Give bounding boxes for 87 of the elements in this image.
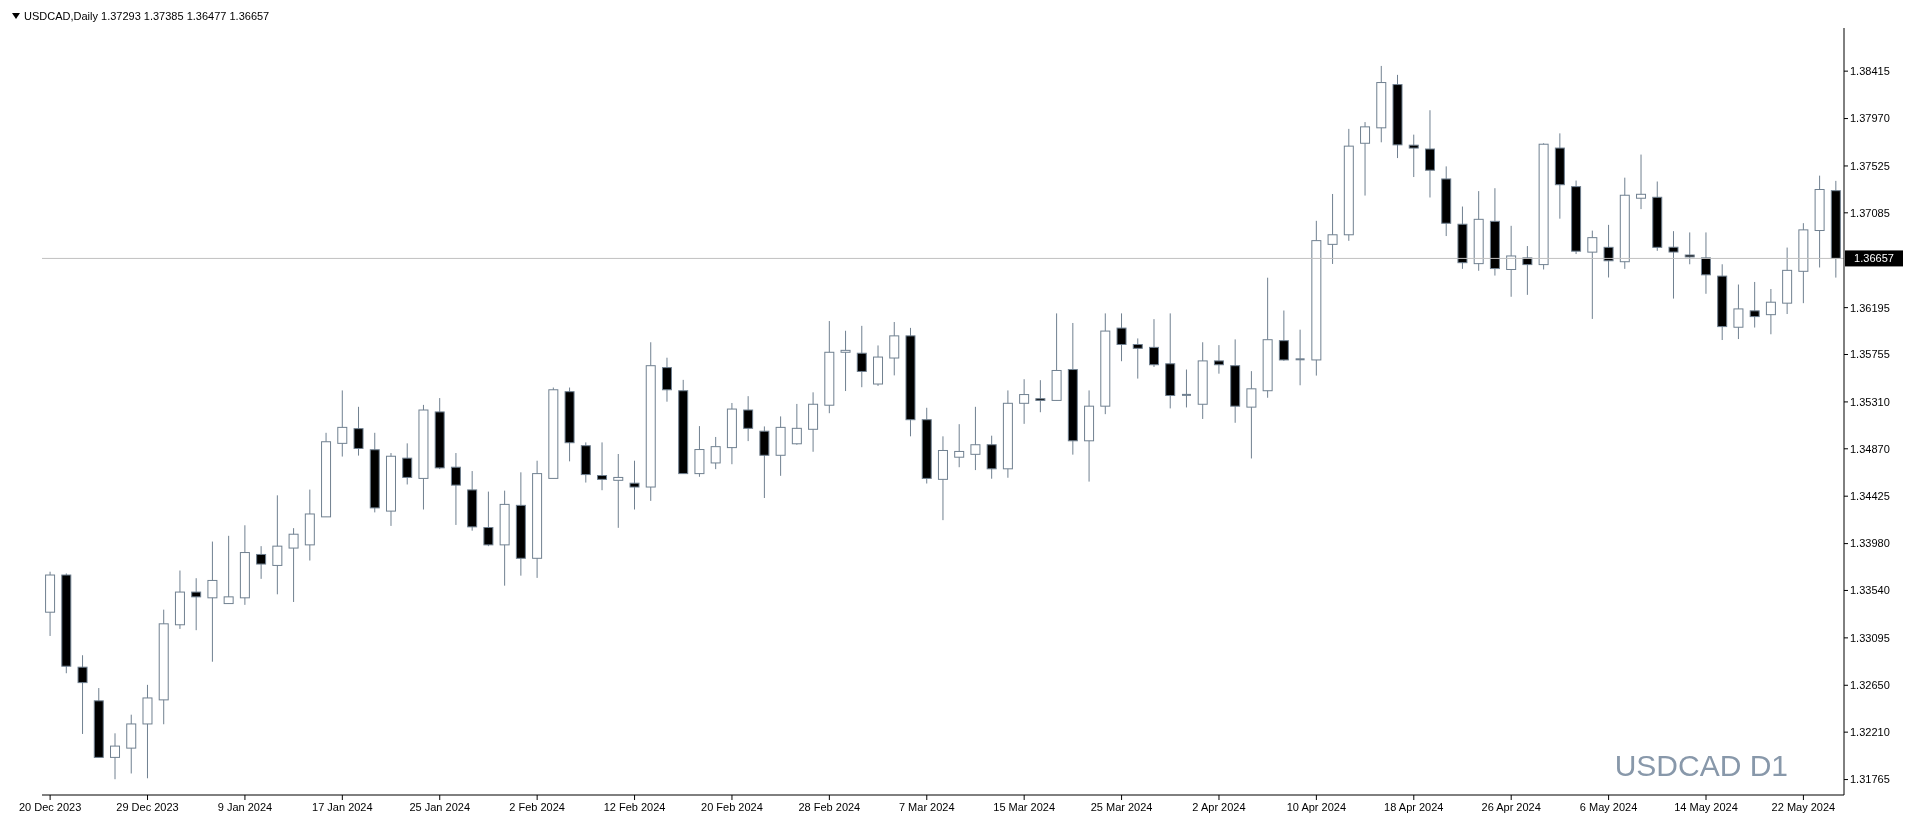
- candlestick: [256, 545, 267, 580]
- candlestick: [1327, 193, 1338, 265]
- candlestick: [1733, 284, 1744, 340]
- candlestick: [450, 452, 461, 526]
- candlestick: [629, 460, 640, 511]
- x-tick-label: 2 Apr 2024: [1192, 801, 1246, 813]
- candlestick: [1149, 318, 1159, 368]
- candlestick: [597, 441, 608, 491]
- y-tick-label: 1.32650: [1850, 679, 1890, 692]
- y-tick-label: 1.33540: [1850, 584, 1890, 597]
- candlestick: [1116, 312, 1127, 362]
- y-tick-label: 1.34425: [1850, 490, 1890, 503]
- candlestick: [337, 389, 348, 458]
- candlestick: [1522, 245, 1533, 296]
- candlestick: [483, 491, 494, 547]
- candlestick: [1360, 121, 1371, 197]
- candlestick: [353, 406, 364, 457]
- y-tick-label: 1.32210: [1850, 726, 1890, 739]
- candlestick: [1019, 378, 1030, 425]
- candlestick: [1213, 344, 1224, 375]
- y-tick-label: 1.35310: [1850, 395, 1890, 408]
- candlestick: [402, 442, 413, 485]
- candlestick: [191, 577, 202, 631]
- candlestick: [1035, 379, 1046, 413]
- candlestick: [1636, 154, 1647, 210]
- candlestick: [1587, 230, 1598, 320]
- x-tick-label: 14 May 2024: [1674, 801, 1738, 813]
- candlestick: [223, 535, 234, 605]
- candlestick: [1408, 134, 1419, 178]
- candlestick: [1246, 370, 1257, 459]
- candlestick: [1765, 288, 1776, 335]
- candlestick: [954, 423, 965, 468]
- y-tick-label: 1.37525: [1850, 159, 1890, 172]
- candlestick: [207, 541, 218, 663]
- x-tick-label: 18 Apr 2024: [1384, 801, 1444, 813]
- candlestick: [1278, 310, 1289, 362]
- x-tick-label: 7 Mar 2024: [898, 801, 955, 813]
- x-tick-label: 12 Feb 2024: [603, 801, 666, 813]
- x-tick-label: 25 Jan 2024: [409, 801, 471, 813]
- candlestick: [1180, 369, 1192, 408]
- candlestick: [1700, 231, 1711, 295]
- candlestick: [288, 527, 299, 603]
- y-tick-label: 1.38415: [1850, 65, 1890, 78]
- candlestick: [889, 321, 900, 376]
- x-tick-label: 2 Feb 2024: [509, 801, 565, 813]
- x-tick-label: 29 Dec 2023: [116, 801, 179, 813]
- candlestick: [613, 453, 624, 529]
- x-tick-label: 20 Feb 2024: [701, 801, 763, 813]
- candlestick: [1749, 281, 1760, 329]
- candlestick: [1668, 230, 1679, 300]
- x-tick-label: 28 Feb 2024: [798, 801, 861, 813]
- candlestick: [791, 403, 802, 446]
- chart-title: USDCAD,Daily 1.37293 1.37385 1.36477 1.36657: [24, 10, 270, 22]
- candlestick: [1132, 337, 1143, 380]
- x-tick-label: 25 Mar 2024: [1090, 801, 1153, 813]
- ref-line-label: 1.36657: [1854, 252, 1894, 265]
- candlestick: [1603, 224, 1614, 278]
- candlestick: [1294, 329, 1306, 386]
- candlestick: [970, 406, 981, 471]
- candlestick: [110, 732, 121, 780]
- x-tick-label: 26 Apr 2024: [1481, 801, 1541, 813]
- y-tick-label: 1.34870: [1850, 442, 1890, 455]
- candlestick: [1684, 231, 1695, 265]
- x-tick-label: 10 Apr 2024: [1286, 801, 1347, 813]
- candlestick: [661, 357, 672, 403]
- candlestick: [1424, 109, 1435, 198]
- x-tick-label: 17 Jan 2024: [312, 801, 373, 813]
- y-tick-label: 1.37970: [1850, 112, 1890, 125]
- y-tick-label: 1.33980: [1850, 537, 1890, 550]
- y-tick-label: 1.33095: [1850, 631, 1890, 644]
- candlestick: [840, 330, 851, 392]
- candlestick: [710, 436, 721, 470]
- y-tick-label: 1.37085: [1850, 206, 1890, 219]
- y-tick-label: 1.36195: [1850, 301, 1890, 314]
- x-tick-label: 22 May 2024: [1771, 801, 1836, 813]
- candlestick: [1506, 225, 1517, 298]
- candlestick: [77, 654, 88, 735]
- candlestick: [743, 395, 754, 442]
- x-tick-label: 6 May 2024: [1579, 801, 1638, 813]
- candlestick: [272, 494, 283, 595]
- x-tick-label: 15 Mar 2024: [993, 801, 1056, 813]
- x-tick-label: 9 Jan 2024: [217, 801, 273, 813]
- y-tick-label: 1.31765: [1850, 773, 1890, 786]
- annotation: USDCAD D1: [1614, 749, 1788, 783]
- y-tick-label: 1.35755: [1850, 348, 1890, 361]
- x-tick-label: 20 Dec 2023: [18, 801, 82, 813]
- candlestick: [856, 325, 867, 388]
